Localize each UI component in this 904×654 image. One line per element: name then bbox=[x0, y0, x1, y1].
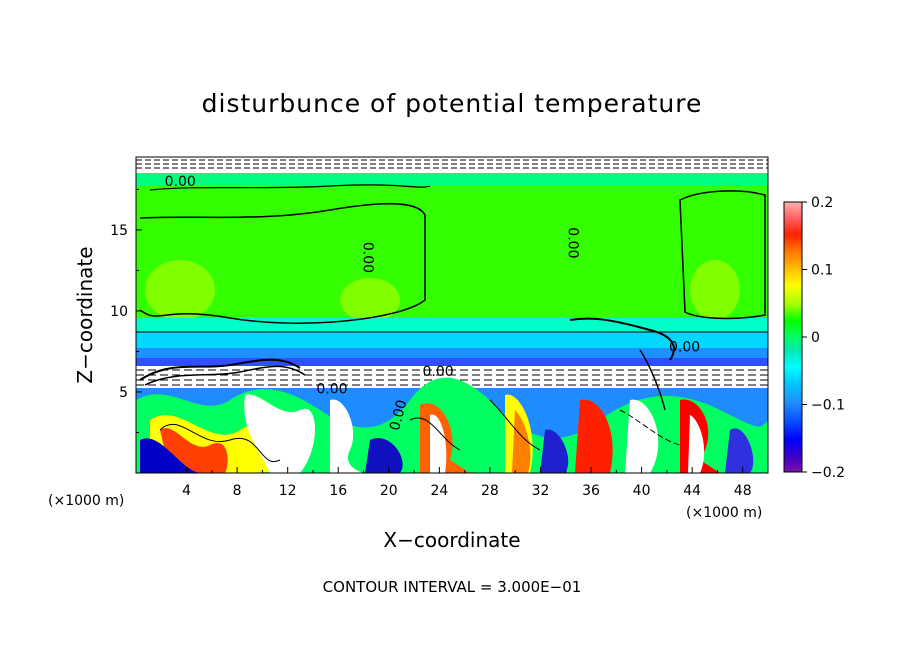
contour-label: 0.00 bbox=[669, 339, 700, 355]
top-noise-contours bbox=[136, 159, 768, 169]
tropopause-band bbox=[136, 318, 768, 332]
x-tick-label: 32 bbox=[532, 483, 550, 499]
turbulent-region bbox=[140, 438, 200, 473]
x-tick-label: 8 bbox=[233, 483, 242, 499]
contour-label: 0.00 bbox=[423, 364, 454, 380]
x-axis-label: X−coordinate bbox=[383, 528, 520, 552]
tropopause-band bbox=[136, 358, 768, 366]
z-unit-label: (×1000 m) bbox=[48, 493, 124, 509]
zero-contour bbox=[139, 202, 426, 324]
turbulent-contour bbox=[569, 317, 675, 361]
colorbar-ticks: 0.2 0.1 0 −0.1 −0.2 bbox=[802, 195, 845, 481]
y-tick-label: 15 bbox=[110, 223, 128, 239]
colorbar-tick-label: 0.2 bbox=[811, 195, 833, 211]
zero-contour bbox=[149, 184, 431, 191]
x-unit-label: (×1000 m) bbox=[686, 505, 762, 521]
turbulent-region bbox=[512, 410, 531, 473]
x-tick-label: 4 bbox=[182, 483, 191, 499]
contour-label: 0.00 bbox=[564, 227, 580, 258]
colorbar-tick-label: −0.2 bbox=[811, 465, 845, 481]
colorbar bbox=[783, 201, 803, 473]
turbulent-contour bbox=[159, 423, 281, 463]
x-tick-label: 28 bbox=[481, 483, 499, 499]
chart-title: disturbunce of potential temperature bbox=[202, 89, 703, 118]
turbulent-region bbox=[330, 399, 363, 473]
top-noise-strip bbox=[136, 157, 768, 173]
turbulent-contour bbox=[144, 365, 306, 386]
light-blob bbox=[690, 260, 740, 320]
light-blob bbox=[145, 260, 215, 320]
zero-contour bbox=[679, 190, 766, 320]
y-tick-label: 10 bbox=[110, 304, 128, 320]
y-axis: 5 10 15 bbox=[110, 188, 142, 433]
x-tick-label: 40 bbox=[633, 483, 651, 499]
turbulent-contour bbox=[139, 358, 301, 381]
contour-labels: 0.00 0.00 0.00 0.00 0.00 0.00 0.00 bbox=[165, 174, 701, 432]
turbulent-contour bbox=[639, 349, 666, 411]
colorbar-tick-label: −0.1 bbox=[811, 398, 845, 414]
x-tick-label: 24 bbox=[430, 483, 448, 499]
dense-dashed-contours bbox=[136, 369, 768, 386]
contour-label: 0.00 bbox=[387, 398, 411, 432]
x-tick-label: 48 bbox=[734, 483, 752, 499]
contour-label: 0.00 bbox=[165, 174, 196, 190]
light-blob bbox=[340, 278, 400, 322]
turbulent-region bbox=[575, 399, 613, 473]
turbulent-contour bbox=[489, 399, 541, 451]
turbulent-region bbox=[540, 429, 569, 473]
y-axis-label: Z−coordinate bbox=[73, 246, 97, 383]
x-tick-label: 36 bbox=[582, 483, 600, 499]
turbulent-contour bbox=[409, 417, 461, 451]
contour-label: 0.00 bbox=[316, 382, 347, 398]
turbulent-region bbox=[725, 428, 754, 473]
turbulent-contour bbox=[619, 409, 681, 446]
x-tick-label: 44 bbox=[683, 483, 701, 499]
contour-label: 0.00 bbox=[360, 242, 376, 273]
colorbar-tick-label: 0.1 bbox=[811, 263, 833, 279]
heatmap-field bbox=[136, 157, 768, 473]
tropopause-band bbox=[136, 348, 768, 360]
dense-contour-layer bbox=[136, 366, 768, 388]
colorbar-tick-label: 0 bbox=[811, 330, 820, 346]
turbulent-region bbox=[625, 399, 659, 473]
plot-frame bbox=[135, 156, 769, 474]
turbulent-region bbox=[430, 414, 447, 473]
upper-cyan-band bbox=[136, 172, 768, 186]
tropopause-band bbox=[136, 332, 768, 350]
x-tick-label: 12 bbox=[279, 483, 297, 499]
y-tick-label: 5 bbox=[119, 385, 128, 401]
x-tick-label: 16 bbox=[329, 483, 347, 499]
x-axis: 4 8 12 16 20 24 28 32 36 40 44 48 bbox=[160, 467, 752, 499]
turbulent-region bbox=[688, 415, 705, 473]
turbulent-region bbox=[365, 437, 403, 473]
contour-interval-note: CONTOUR INTERVAL = 3.000E−01 bbox=[323, 578, 582, 596]
x-tick-label: 20 bbox=[380, 483, 398, 499]
